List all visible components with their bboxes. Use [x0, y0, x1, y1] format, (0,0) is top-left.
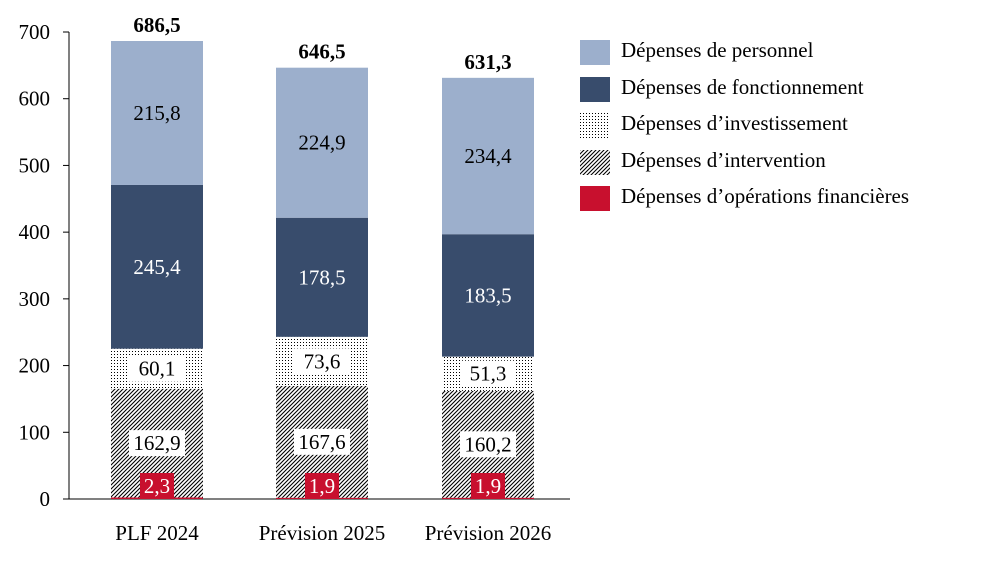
- data-label: 183,5: [464, 283, 511, 307]
- total-label: 631,3: [464, 50, 511, 74]
- bar-segment: [442, 234, 534, 357]
- data-label-box: [305, 473, 339, 499]
- bar-segment: [276, 67, 368, 218]
- data-label-box: [140, 473, 174, 499]
- data-label-box: [471, 473, 505, 499]
- data-label-box: [294, 428, 350, 455]
- data-label: 162,9: [133, 431, 180, 455]
- data-label-box: [129, 355, 185, 382]
- y-tick-label: 300: [19, 287, 51, 311]
- y-tick-label: 0: [40, 487, 51, 511]
- legend-label: Dépenses de fonctionnement: [621, 74, 864, 99]
- legend-swatch: [580, 113, 610, 138]
- x-tick-label: Prévision 2026: [425, 521, 552, 545]
- legend-swatch: [580, 186, 610, 211]
- data-label: 178,5: [298, 265, 345, 289]
- legend-label: Dépenses de personnel: [621, 38, 814, 62]
- data-label-box: [460, 431, 516, 458]
- data-label: 160,2: [464, 432, 511, 456]
- data-label-box: [129, 430, 185, 457]
- legend-swatch: [580, 76, 610, 102]
- bar-segment: [442, 77, 534, 235]
- bars: [111, 41, 534, 499]
- x-tick-label: PLF 2024: [115, 521, 199, 545]
- bar-segment: [111, 184, 203, 349]
- data-labels: 2,3 162,9 60,1 245,4 215,8 686,5 1,9 167,6 73,6 1…: [129, 13, 516, 499]
- y-tick-label: 400: [19, 220, 51, 244]
- bar-segment: [276, 217, 368, 337]
- data-label: 2,3: [144, 474, 170, 498]
- data-label: 224,9: [298, 131, 345, 155]
- legend-label: Dépenses d’investissement: [621, 111, 848, 135]
- axes: 0 100 200 300 400 500 600 700 PLF 2024 Prévision …: [19, 20, 570, 545]
- y-tick-label: 700: [19, 20, 51, 44]
- data-label: 215,8: [133, 101, 180, 125]
- data-label: 1,9: [475, 474, 501, 498]
- data-label: 245,4: [133, 255, 181, 279]
- data-label: 1,9: [309, 474, 335, 498]
- y-tick-label: 500: [19, 153, 51, 177]
- total-label: 646,5: [298, 40, 345, 64]
- data-label: 234,4: [464, 144, 512, 168]
- y-tick-label: 200: [19, 354, 51, 378]
- data-label: 51,3: [470, 362, 507, 386]
- data-label-box: [460, 360, 516, 387]
- bar-segment: [111, 41, 203, 185]
- legend-label: Dépenses d’intervention: [621, 147, 826, 172]
- legend-label: Dépenses d’opérations financières: [621, 184, 910, 208]
- data-label-box: [294, 348, 350, 375]
- x-tick-label: Prévision 2025: [259, 521, 386, 545]
- data-label: 60,1: [139, 357, 176, 381]
- data-label: 73,6: [304, 349, 341, 373]
- y-tick-label: 100: [19, 420, 51, 444]
- legend-swatch: [580, 40, 610, 65]
- y-tick-label: 600: [19, 87, 51, 111]
- legend-swatch: [580, 149, 610, 175]
- total-label: 686,5: [133, 13, 180, 37]
- data-label: 167,6: [298, 430, 345, 454]
